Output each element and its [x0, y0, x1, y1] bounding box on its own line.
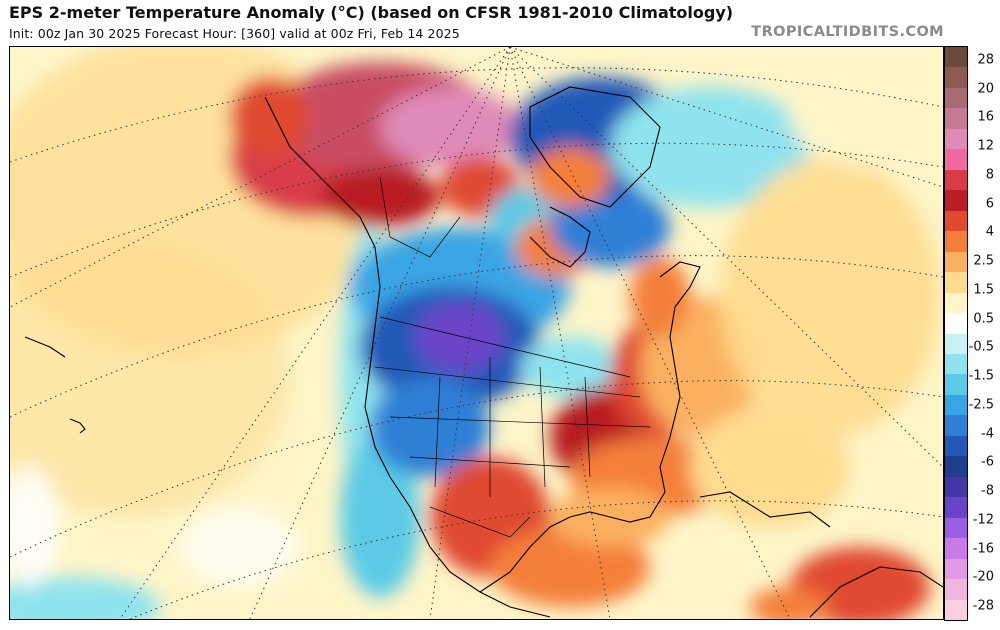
- color-scale-segment: [945, 67, 967, 89]
- color-scale-tick-label: 2.5: [973, 253, 994, 269]
- graticule-lines: [10, 47, 943, 619]
- color-scale-segment: [945, 149, 967, 171]
- color-scale-segment: [945, 517, 967, 539]
- color-scale-tick-label: 4: [985, 224, 994, 240]
- color-scale-tick-label: -16: [972, 541, 994, 557]
- source-watermark: TROPICALTIDBITS.COM: [751, 24, 944, 40]
- color-scale-segment: [945, 415, 967, 437]
- color-scale-segment: [945, 558, 967, 580]
- color-scale-tick-label: -1.5: [968, 368, 994, 384]
- color-scale-tick-label: -12: [972, 512, 994, 528]
- coastlines: [24, 86, 943, 618]
- color-scale-tick-label: 0.5: [973, 311, 994, 327]
- anomaly-field: [10, 47, 943, 619]
- color-scale-segment: [945, 599, 967, 621]
- color-scale-tick-label: 1.5: [973, 282, 994, 298]
- color-scale-tick-label: 8: [985, 167, 994, 183]
- forecast-info: Init: 00z Jan 30 2025 Forecast Hour: [36…: [9, 26, 460, 41]
- color-scale-segment: [945, 108, 967, 130]
- color-scale-segment: [945, 538, 967, 560]
- color-scale-segment: [945, 476, 967, 498]
- map-canvas: [10, 47, 943, 619]
- political-borders: [374, 176, 651, 538]
- color-scale-tick-label: -8: [981, 483, 994, 499]
- color-scale-segment: [945, 435, 967, 457]
- anomaly-map: [9, 46, 944, 620]
- color-scale-segment: [945, 456, 967, 478]
- color-scale-segment: [945, 374, 967, 396]
- color-scale-segment: [945, 353, 967, 375]
- color-scale-tick-label: -20: [972, 569, 994, 585]
- color-scale-segment: [945, 272, 967, 294]
- color-scale-segment: [945, 210, 967, 232]
- color-scale-tick-label: -6: [981, 454, 994, 470]
- color-scale-tick-label: -0.5: [968, 339, 994, 355]
- chart-title: EPS 2-meter Temperature Anomaly (°C) (ba…: [9, 3, 734, 22]
- color-scale-tick-label: 20: [977, 81, 994, 97]
- color-scale-tick-label: -2.5: [968, 397, 994, 413]
- color-scale-segment: [945, 333, 967, 355]
- color-scale-tick-label: 16: [977, 109, 994, 125]
- color-scale-labels: 28 20 16 12 8 6 4 2.5 1.5 0.5 -0.5 -1.5 -2.5 -4 -6 -8 -1…: [968, 46, 1000, 619]
- color-scale-segment: [945, 579, 967, 601]
- color-scale-segment: [945, 251, 967, 273]
- color-scale-segment: [945, 394, 967, 416]
- color-scale-bar: [944, 46, 968, 621]
- color-scale-segment: [945, 47, 967, 68]
- color-scale-tick-label: 28: [977, 52, 994, 68]
- color-scale-tick-label: 12: [977, 138, 994, 154]
- color-scale-segment: [945, 497, 967, 519]
- color-scale-segment: [945, 87, 967, 109]
- color-scale-segment: [945, 190, 967, 212]
- color-scale-tick-label: -4: [981, 426, 994, 442]
- color-scale-segment: [945, 231, 967, 253]
- color-scale-tick-label: -28: [972, 598, 994, 614]
- color-scale-segment: [945, 313, 967, 334]
- color-scale-segment: [945, 169, 967, 191]
- color-scale-segment: [945, 292, 967, 314]
- color-scale-tick-label: 6: [985, 196, 994, 212]
- color-scale-segment: [945, 128, 967, 150]
